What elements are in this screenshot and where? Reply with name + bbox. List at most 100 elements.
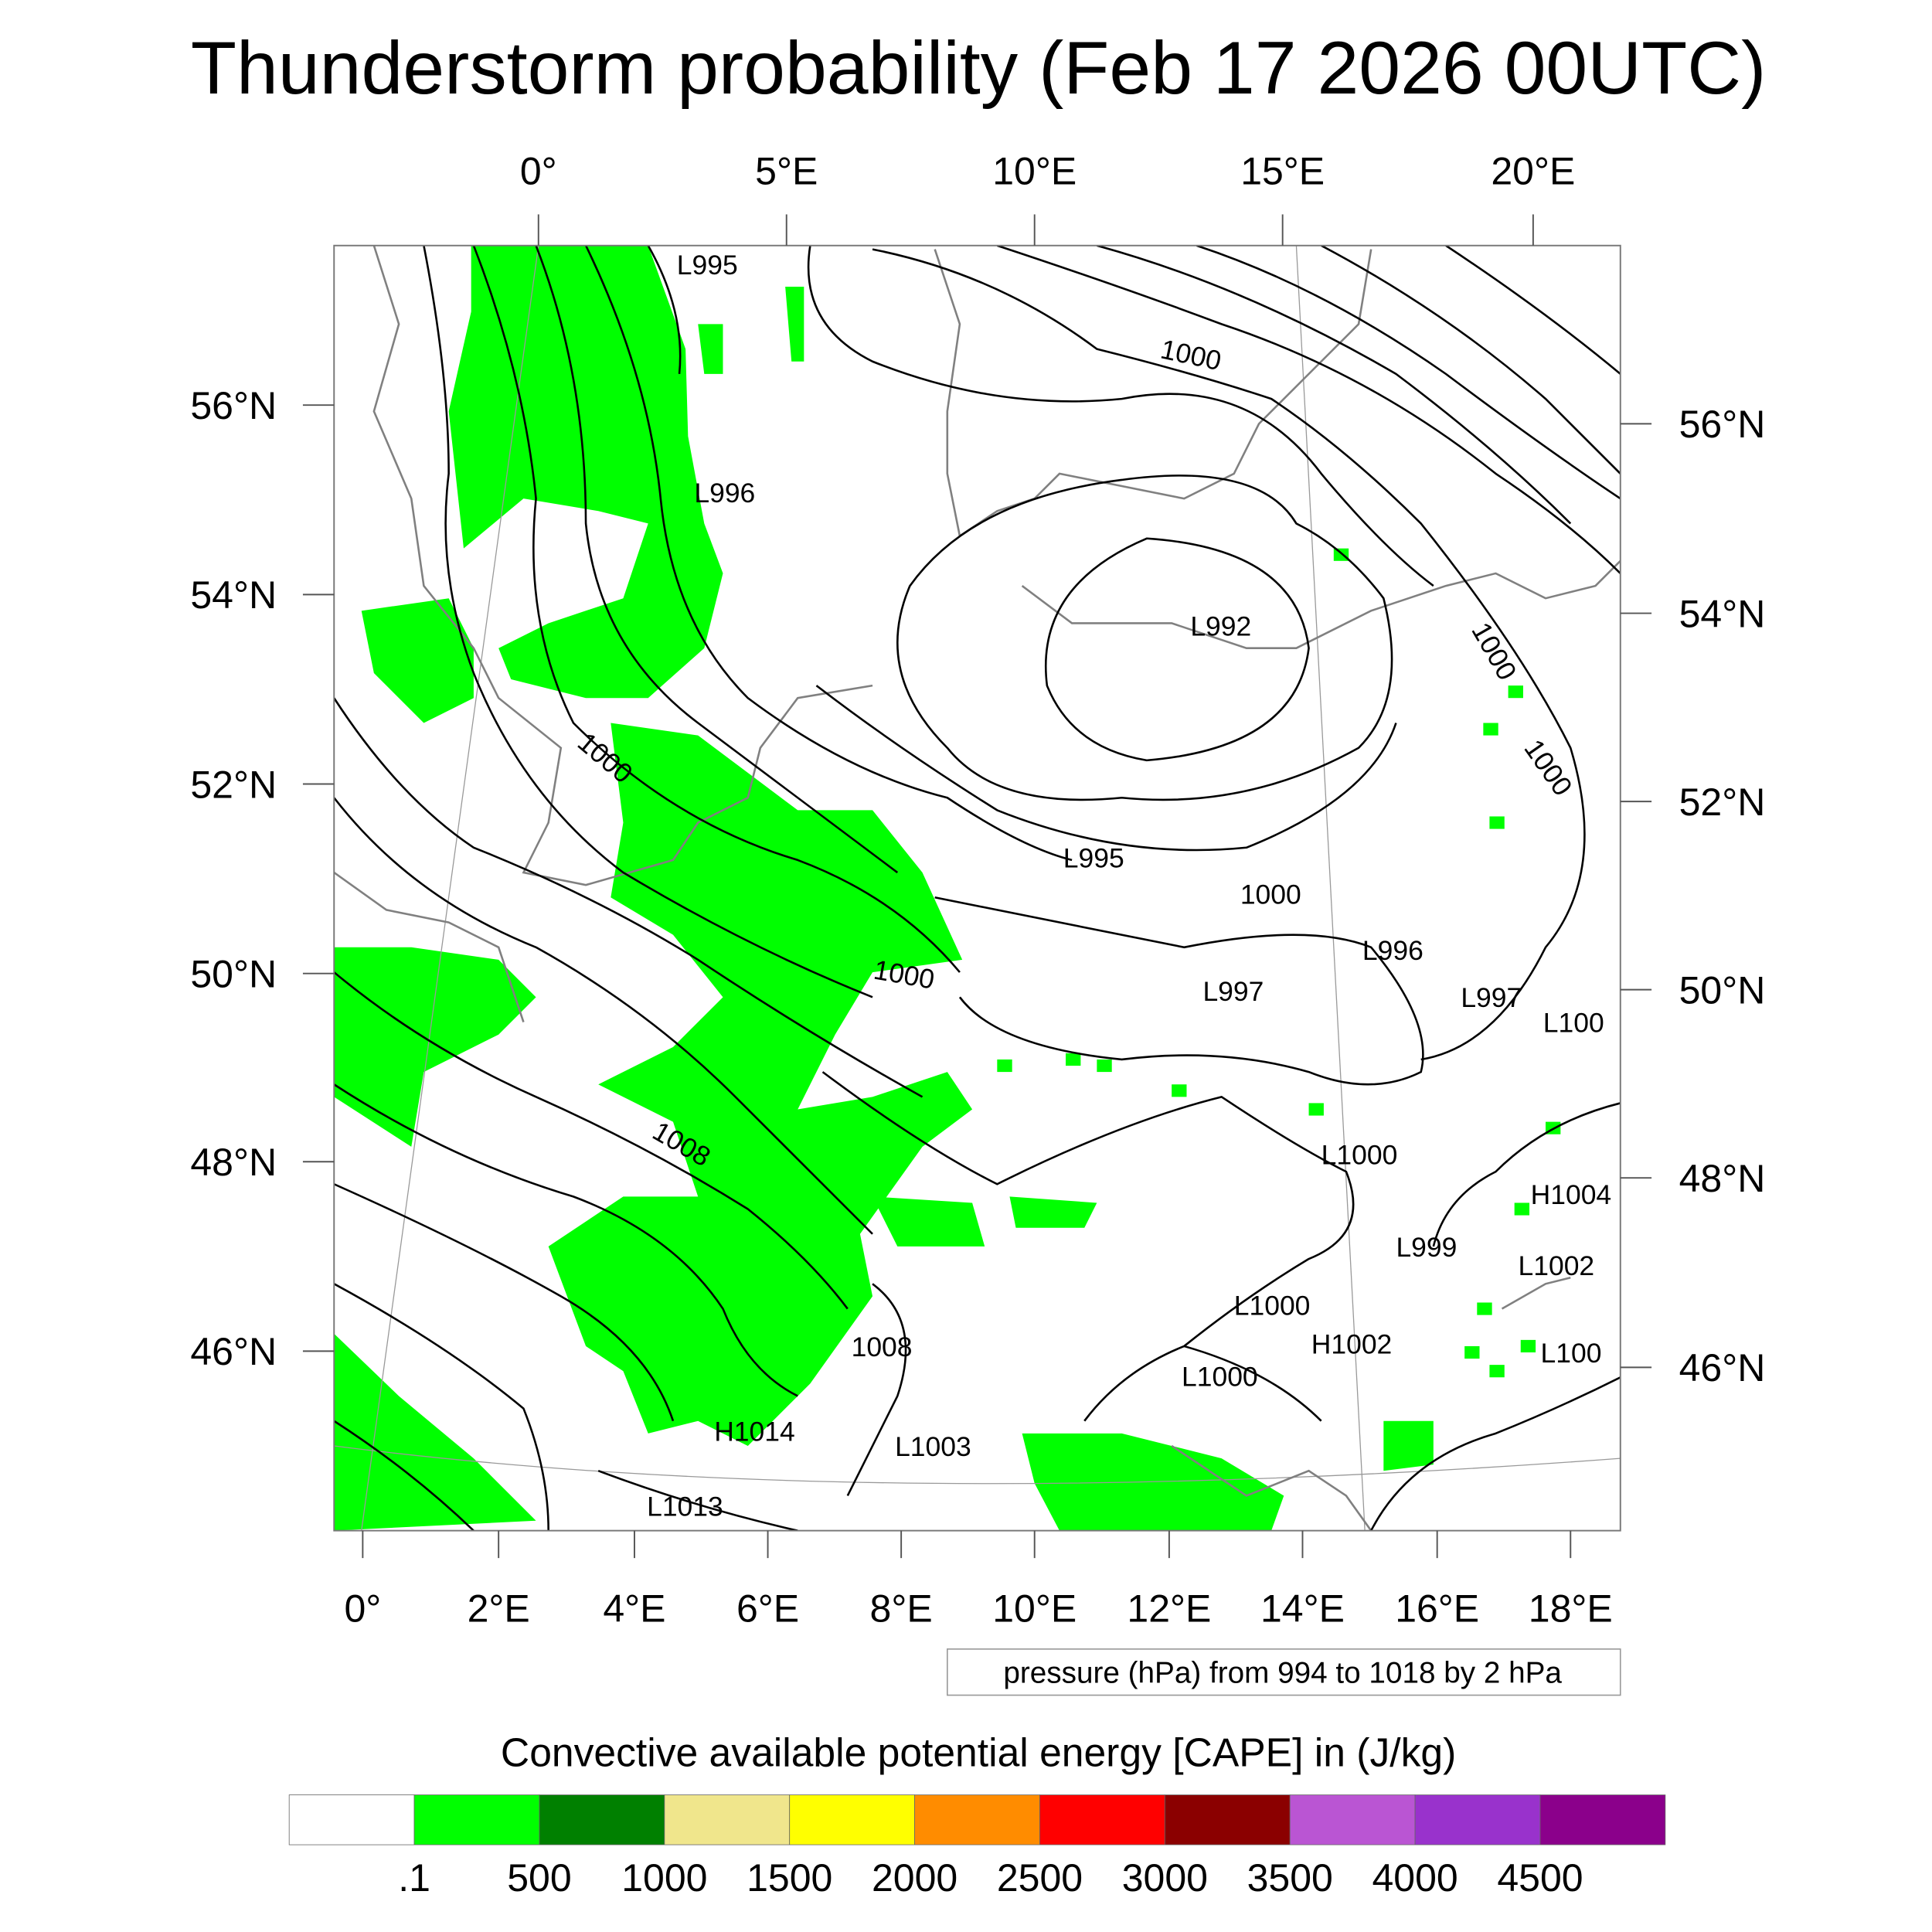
bottom-lon-tick-label: 0° xyxy=(344,1587,381,1630)
contour-label: H1014 xyxy=(714,1417,795,1447)
colorbar-title: Convective available potential energy [C… xyxy=(501,1730,1456,1774)
right-lat-tick-label: 56°N xyxy=(1679,403,1766,446)
cape-speck xyxy=(1489,816,1505,829)
contour-label: L1002 xyxy=(1519,1250,1595,1281)
cape-area-6 xyxy=(1383,1420,1434,1471)
contour-label: L996 xyxy=(1362,935,1423,966)
cape-speck xyxy=(1308,1103,1324,1116)
contour-label: L1013 xyxy=(647,1491,723,1522)
left-lat-tick-label: 52°N xyxy=(190,763,277,806)
contour-label: H1002 xyxy=(1311,1329,1393,1360)
colorbar-swatch xyxy=(1039,1794,1165,1845)
cape-speck xyxy=(1464,1345,1480,1359)
colorbar-tick-label: .1 xyxy=(398,1856,430,1900)
right-lat-tick-label: 48°N xyxy=(1679,1157,1766,1200)
colorbar-swatch xyxy=(1414,1794,1541,1845)
colorbar-tick-label: 4000 xyxy=(1372,1856,1458,1900)
cape-fill-areas xyxy=(334,245,1561,1531)
cape-area-8 xyxy=(698,324,723,374)
cape-area-5 xyxy=(361,598,474,723)
contour-info-box: pressure (hPa) from 994 to 1018 by 2 hPa xyxy=(947,1648,1621,1696)
right-lat-tick-label: 52°N xyxy=(1679,781,1766,824)
cape-area-9 xyxy=(872,1196,985,1247)
cape-speck xyxy=(1489,1365,1505,1378)
cape-area-0 xyxy=(448,245,723,699)
right-lat-tick-label: 46°N xyxy=(1679,1346,1766,1389)
left-lat-tick-label: 50°N xyxy=(190,952,277,995)
top-lon-tick-label: 10°E xyxy=(992,150,1077,193)
bottom-lon-tick-label: 8°E xyxy=(870,1587,933,1630)
chart-title: Thunderstorm probability (Feb 17 2026 00… xyxy=(191,26,1766,110)
contour-label: L1003 xyxy=(895,1431,971,1462)
colorbar-tick-label: 4500 xyxy=(1497,1856,1583,1900)
bottom-lon-tick-label: 16°E xyxy=(1395,1587,1479,1630)
bottom-lon-tick-label: 12°E xyxy=(1127,1587,1211,1630)
bottom-lon-tick-label: 10°E xyxy=(992,1587,1077,1630)
right-lat-tick-label: 54°N xyxy=(1679,592,1766,635)
contour-label: L999 xyxy=(1396,1232,1457,1263)
colorbar-tick-label: 500 xyxy=(507,1856,571,1900)
cape-area-3 xyxy=(334,1333,536,1531)
map-frame xyxy=(333,244,1621,1532)
cape-speck xyxy=(1333,548,1349,561)
cape-area-10 xyxy=(1009,1196,1097,1228)
cape-speck xyxy=(1172,1084,1187,1097)
coastlines xyxy=(334,245,1621,1531)
cape-speck xyxy=(1066,1053,1081,1066)
contour-label: 1008 xyxy=(852,1332,913,1362)
left-lat-tick-label: 48°N xyxy=(190,1141,277,1184)
axes: 0° 5°E 10°E 15°E 20°E 0° 2°E 4°E 6°E 8°E 10°E 12°E 1… xyxy=(190,150,1765,1631)
contour-label: 1000 xyxy=(1158,334,1223,377)
colorbar-swatch xyxy=(288,1794,415,1845)
cape-speck xyxy=(1477,1302,1492,1315)
left-lat-tick-label: 54°N xyxy=(190,573,277,617)
cape-area-2 xyxy=(334,947,536,1147)
bottom-lon-tick-label: 4°E xyxy=(603,1587,665,1630)
top-lon-tick-label: 0° xyxy=(520,150,557,193)
contour-label: L997 xyxy=(1202,976,1264,1007)
colorbar-swatch xyxy=(1164,1794,1291,1845)
contour-label: L1000 xyxy=(1234,1291,1311,1321)
colorbar-tick-label: 3000 xyxy=(1122,1856,1208,1900)
top-lon-tick-label: 15°E xyxy=(1240,150,1325,193)
colorbar-swatch xyxy=(789,1794,915,1845)
contour-label: L100 xyxy=(1541,1338,1602,1369)
colorbar-tick-label: 1000 xyxy=(621,1856,707,1900)
contour-label: L1000 xyxy=(1321,1139,1398,1170)
left-lat-tick-label: 56°N xyxy=(190,384,277,427)
cape-speck xyxy=(1508,685,1523,699)
contour-label: L992 xyxy=(1190,611,1251,642)
bottom-lon-tick-label: 2°E xyxy=(468,1587,530,1630)
colorbar: .1 500 1000 1500 2000 2500 3000 3500 4000 4500 xyxy=(288,1794,1666,1900)
bottom-lon-tick-label: 6°E xyxy=(736,1587,799,1630)
cape-speck xyxy=(997,1059,1012,1073)
top-lon-tick-label: 5°E xyxy=(755,150,818,193)
cape-speck xyxy=(1514,1202,1530,1216)
contour-label: L996 xyxy=(694,478,755,509)
map-panel: L995L99610001000L992100010001000L9951000… xyxy=(333,244,1621,1532)
colorbar-swatch xyxy=(1289,1794,1416,1845)
bottom-lon-tick-label: 18°E xyxy=(1529,1587,1613,1630)
cape-speck xyxy=(1097,1059,1112,1073)
pressure-contours xyxy=(334,245,1621,1531)
bottom-lon-tick-label: 14°E xyxy=(1260,1587,1345,1630)
colorbar-tick-label: 2500 xyxy=(997,1856,1083,1900)
cape-speck xyxy=(1483,723,1498,736)
contour-label: L995 xyxy=(677,250,738,281)
right-lat-tick-label: 50°N xyxy=(1679,968,1766,1012)
contour-label: 1000 xyxy=(1240,879,1301,910)
colorbar-tick-label: 1500 xyxy=(747,1856,832,1900)
contour-label: L100 xyxy=(1543,1007,1604,1038)
left-lat-tick-label: 46°N xyxy=(190,1330,277,1373)
cape-area-1 xyxy=(548,723,973,1446)
contour-label: L995 xyxy=(1063,843,1124,874)
contour-info-text: pressure (hPa) from 994 to 1018 by 2 hPa xyxy=(1003,1656,1562,1689)
colorbar-tick-label: 3500 xyxy=(1247,1856,1333,1900)
colorbar-swatch xyxy=(664,1794,791,1845)
cape-speck xyxy=(1520,1339,1536,1352)
contour-label: L997 xyxy=(1461,982,1522,1013)
colorbar-swatch xyxy=(539,1794,665,1845)
contour-label: H1004 xyxy=(1531,1179,1612,1210)
contour-label: L1000 xyxy=(1182,1362,1258,1393)
